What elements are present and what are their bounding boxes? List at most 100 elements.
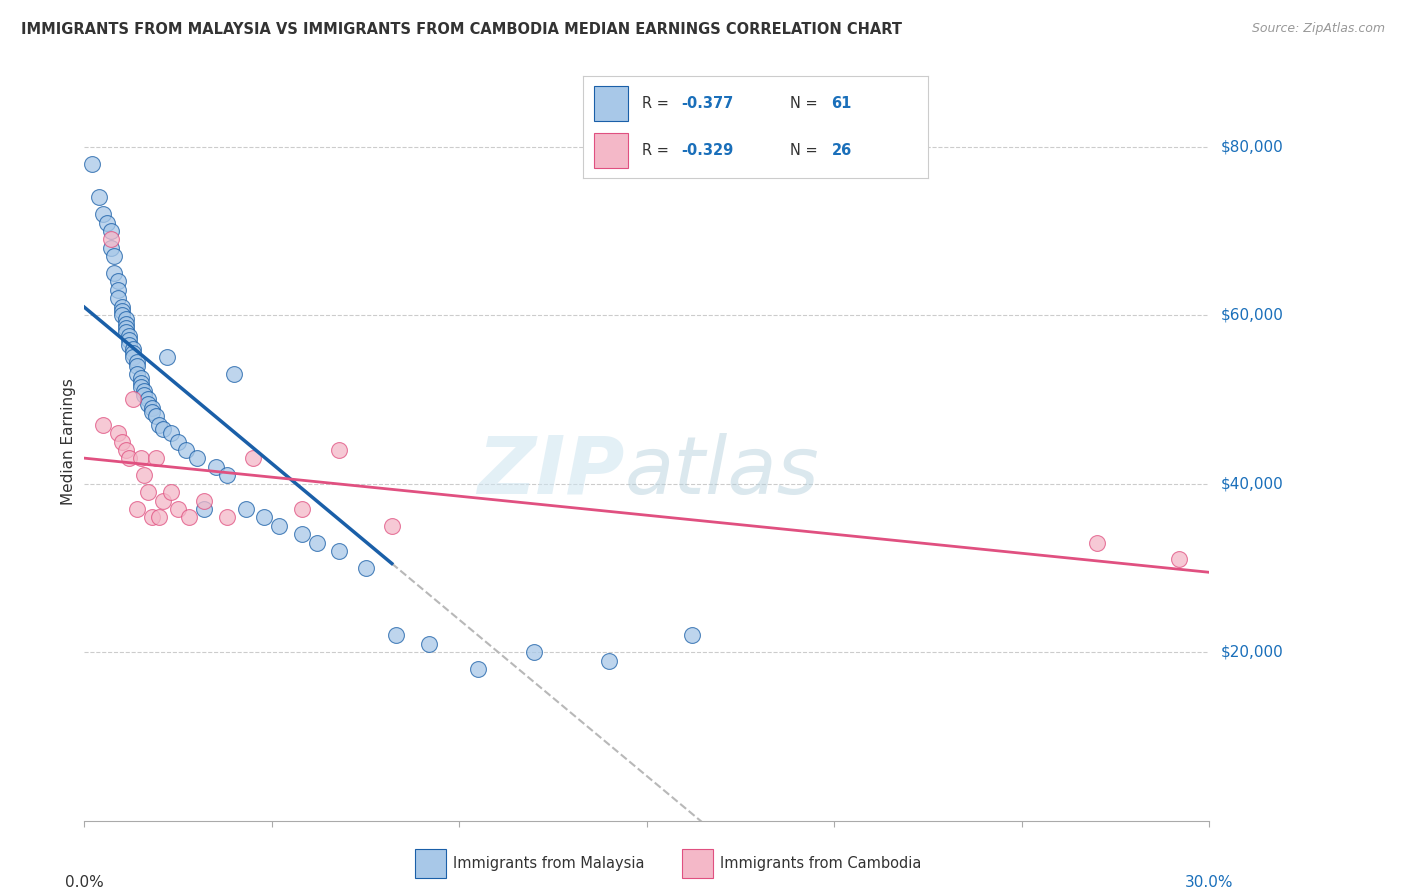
Point: [129, 451, 152, 466]
Point: [107, 275, 129, 289]
Point: [118, 334, 141, 348]
Point: [107, 283, 129, 297]
Point: [96, 215, 118, 229]
Point: [328, 544, 350, 558]
Point: [598, 654, 620, 668]
Point: [89, 190, 111, 204]
Point: [122, 346, 145, 360]
Point: [136, 396, 159, 410]
Text: atlas: atlas: [624, 433, 820, 511]
Point: [167, 434, 190, 449]
Point: [381, 518, 404, 533]
Point: [136, 485, 159, 500]
Point: [134, 388, 156, 402]
Point: [159, 426, 181, 441]
Point: [328, 442, 350, 457]
Point: [129, 371, 152, 385]
Point: [384, 628, 406, 642]
FancyBboxPatch shape: [593, 87, 628, 121]
Point: [125, 359, 148, 373]
Point: [215, 468, 238, 483]
Text: ZIP: ZIP: [477, 433, 624, 511]
Text: R =: R =: [643, 96, 673, 111]
Point: [193, 502, 215, 516]
Point: [103, 266, 125, 280]
Text: 30.0%: 30.0%: [1185, 875, 1233, 890]
Point: [118, 329, 141, 343]
Point: [186, 451, 208, 466]
Point: [193, 493, 215, 508]
Point: [159, 485, 181, 500]
Point: [141, 405, 163, 419]
Point: [134, 468, 156, 483]
Point: [523, 645, 546, 659]
Point: [224, 367, 246, 381]
Text: -0.329: -0.329: [682, 144, 734, 158]
Point: [145, 451, 167, 466]
Point: [91, 207, 114, 221]
Point: [167, 502, 190, 516]
Point: [100, 224, 122, 238]
Point: [107, 426, 129, 441]
Text: R =: R =: [643, 144, 673, 158]
Point: [129, 376, 152, 390]
Text: N =: N =: [790, 96, 823, 111]
Text: 26: 26: [831, 144, 852, 158]
Text: Immigrants from Malaysia: Immigrants from Malaysia: [453, 856, 644, 871]
Point: [204, 459, 226, 474]
Point: [100, 232, 122, 246]
Point: [141, 401, 163, 415]
Point: [103, 249, 125, 263]
Text: -0.377: -0.377: [682, 96, 734, 111]
Point: [242, 451, 264, 466]
Point: [125, 367, 148, 381]
Point: [122, 392, 145, 407]
Point: [1085, 535, 1108, 549]
Point: [291, 527, 314, 541]
Point: [235, 502, 257, 516]
Point: [111, 304, 134, 318]
Point: [179, 510, 201, 524]
Point: [129, 380, 152, 394]
Text: $40,000: $40,000: [1220, 476, 1284, 491]
Y-axis label: Median Earnings: Median Earnings: [60, 378, 76, 505]
Point: [114, 325, 136, 339]
Text: $80,000: $80,000: [1220, 139, 1284, 154]
Point: [114, 312, 136, 326]
Text: IMMIGRANTS FROM MALAYSIA VS IMMIGRANTS FROM CAMBODIA MEDIAN EARNINGS CORRELATION: IMMIGRANTS FROM MALAYSIA VS IMMIGRANTS F…: [21, 22, 903, 37]
FancyBboxPatch shape: [593, 133, 628, 168]
Point: [152, 422, 174, 436]
Point: [467, 662, 489, 676]
Point: [141, 510, 163, 524]
Point: [114, 320, 136, 334]
Point: [681, 628, 703, 642]
Point: [100, 241, 122, 255]
Point: [91, 417, 114, 432]
Text: Immigrants from Cambodia: Immigrants from Cambodia: [720, 856, 921, 871]
Point: [305, 535, 328, 549]
Point: [122, 351, 145, 365]
Point: [134, 384, 156, 398]
Point: [148, 417, 170, 432]
Point: [111, 308, 134, 322]
Point: [1168, 552, 1191, 566]
Point: [145, 409, 167, 424]
Point: [174, 442, 197, 457]
Point: [156, 351, 179, 365]
Text: $60,000: $60,000: [1220, 308, 1284, 323]
Text: Source: ZipAtlas.com: Source: ZipAtlas.com: [1251, 22, 1385, 36]
Point: [418, 637, 440, 651]
Point: [118, 337, 141, 351]
Point: [111, 434, 134, 449]
Point: [125, 502, 148, 516]
Point: [114, 317, 136, 331]
Point: [215, 510, 238, 524]
Point: [253, 510, 276, 524]
Point: [136, 392, 159, 407]
Text: 61: 61: [831, 96, 852, 111]
Point: [291, 502, 314, 516]
Point: [107, 291, 129, 305]
Point: [148, 510, 170, 524]
Point: [111, 300, 134, 314]
Text: N =: N =: [790, 144, 823, 158]
